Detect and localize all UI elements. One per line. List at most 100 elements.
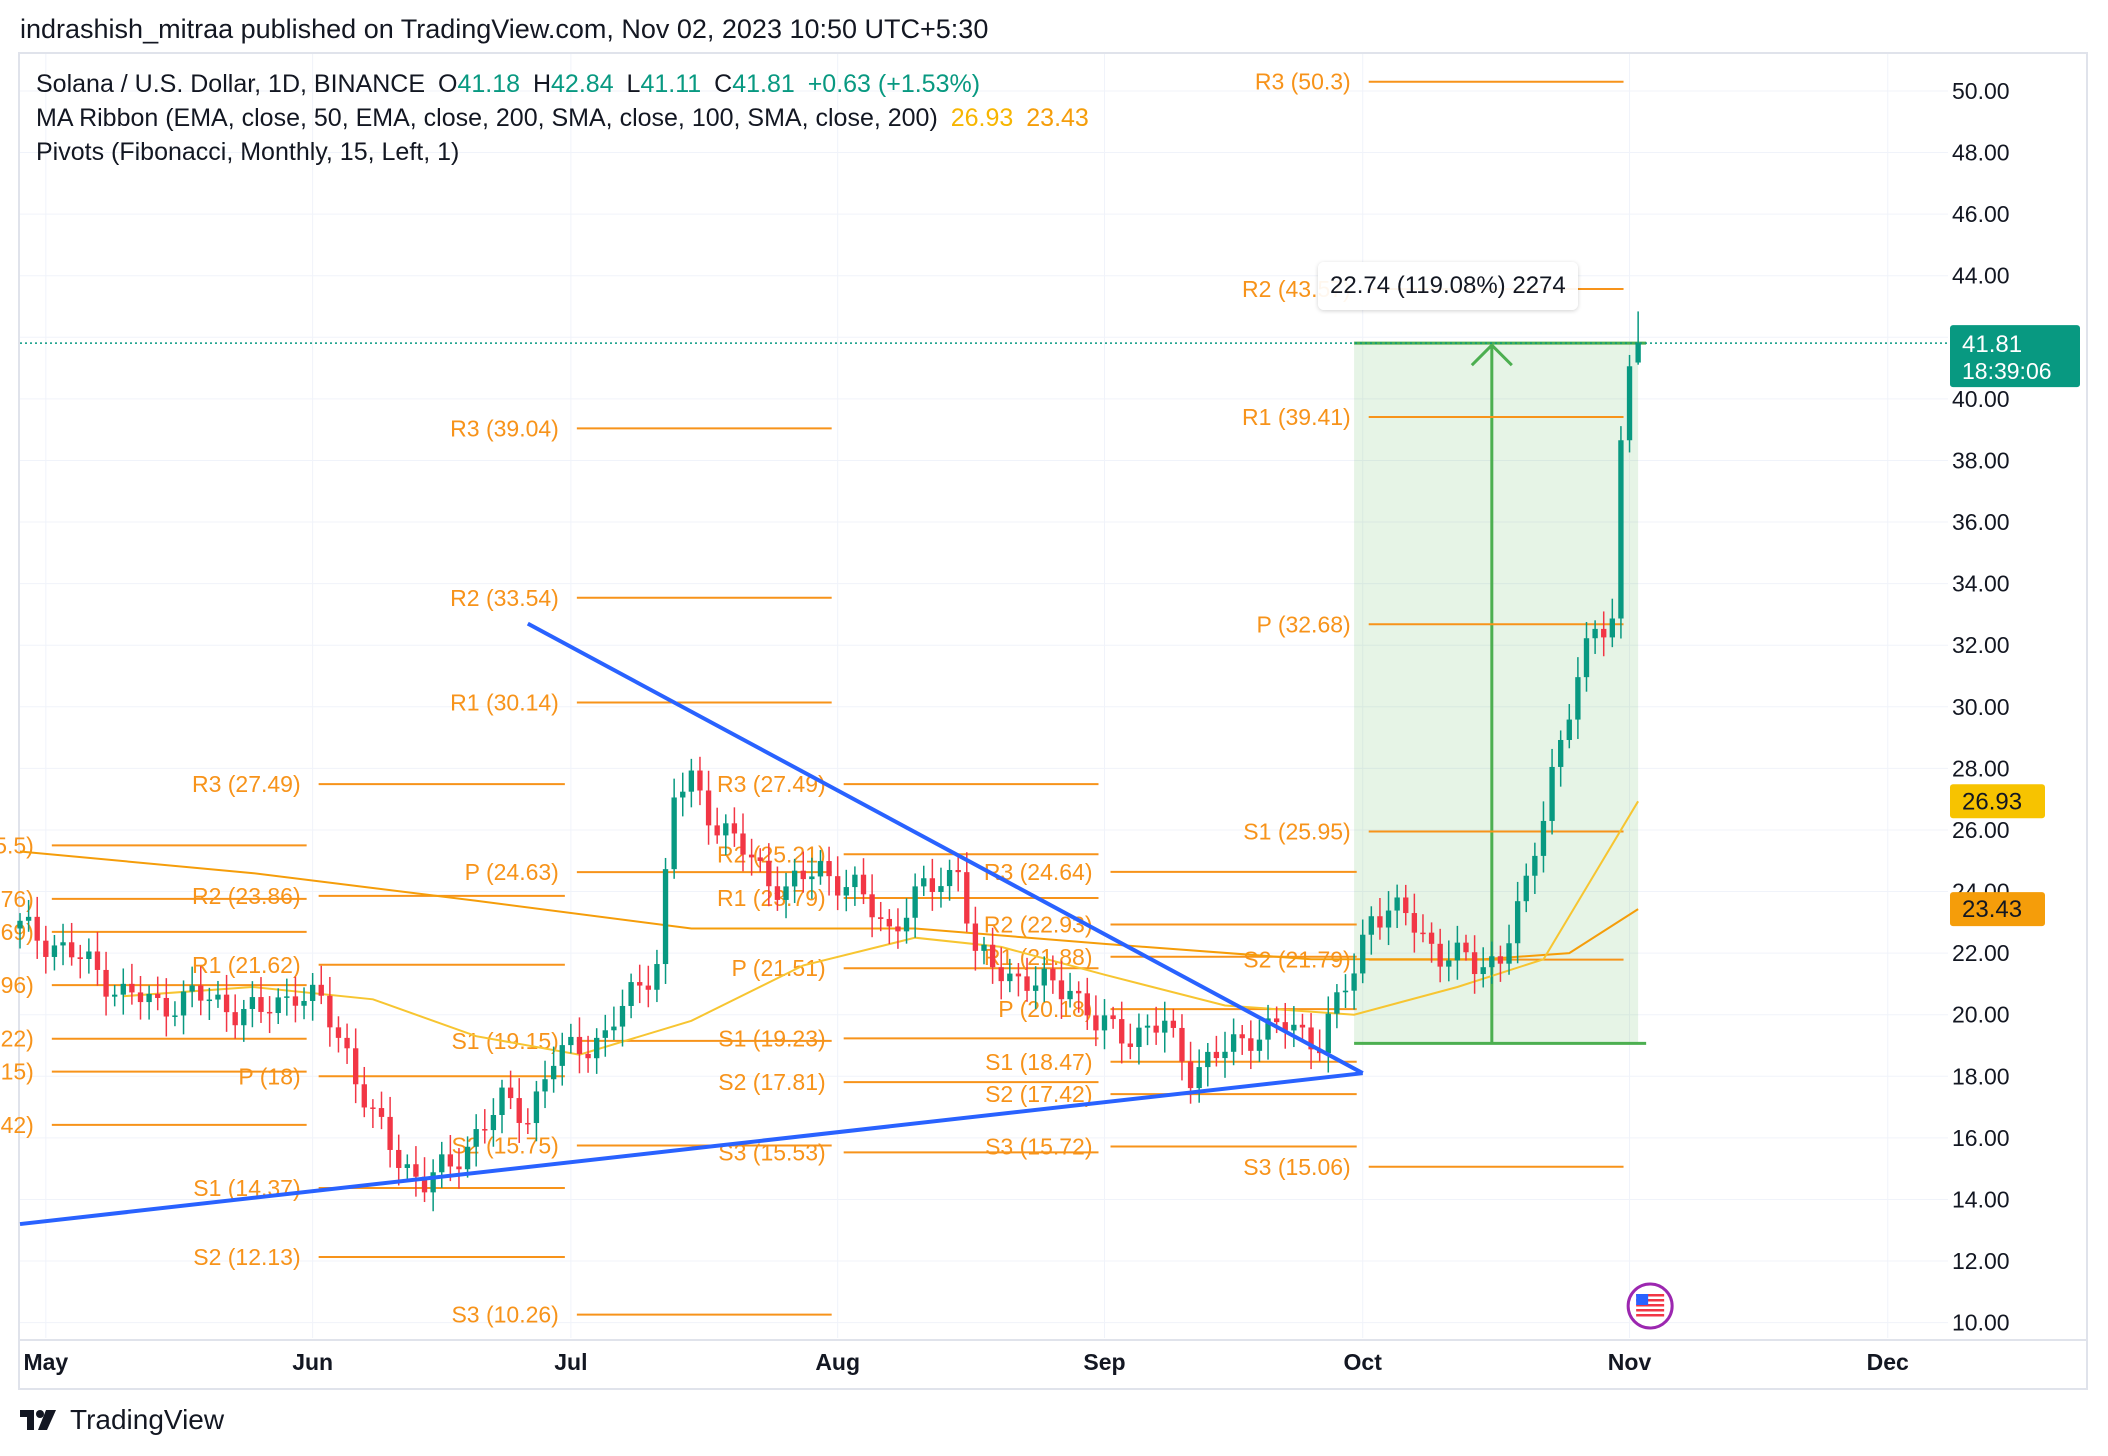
pivot-level-label: R2 (22.93): [984, 911, 1093, 937]
candle-body: [1205, 1051, 1211, 1068]
candle-body: [1230, 1034, 1237, 1052]
candle-body: [1170, 1020, 1177, 1028]
candle-body: [473, 1129, 479, 1147]
candle-body: [766, 860, 772, 887]
candle-body: [757, 857, 763, 861]
candle-body: [1256, 1039, 1263, 1051]
candle-body: [146, 993, 152, 1003]
candle-body: [826, 861, 832, 877]
ma-ribbon-legend[interactable]: MA Ribbon (EMA, close, 50, EMA, close, 2…: [36, 104, 1095, 133]
candle-body: [1136, 1027, 1142, 1047]
candle-body: [318, 984, 324, 996]
latest-candle-body: [1635, 343, 1641, 363]
candle-body: [1239, 1034, 1245, 1039]
candle-body: [86, 951, 92, 960]
ma-value-2: 23.43: [1026, 104, 1089, 132]
pivot-level-label: P (32.68): [1257, 611, 1351, 637]
pivot-level-label: P (18): [238, 1063, 300, 1089]
candle-body: [1162, 1020, 1168, 1033]
candle-body: [1196, 1067, 1202, 1089]
close-value: 41.81: [732, 70, 795, 98]
pivots-legend[interactable]: Pivots (Fibonacci, Monthly, 15, Left, 1): [36, 138, 465, 167]
pivot-level-label: S3 (15.72): [985, 1133, 1092, 1159]
x-axis-tick-label: Sep: [1083, 1349, 1125, 1375]
high-label: H: [532, 70, 552, 98]
pivot-level-label: R2 (33.54): [450, 585, 559, 611]
pivots-label: Pivots (Fibonacci, Monthly, 15, Left, 1): [36, 138, 460, 166]
x-axis-tick-label: Jul: [554, 1349, 587, 1375]
candle-body: [413, 1164, 419, 1177]
candle-body: [1360, 934, 1366, 974]
candle-body: [1282, 1022, 1288, 1031]
candle-body: [989, 944, 996, 968]
candle-body: [1385, 910, 1392, 928]
candle-body: [1489, 956, 1495, 968]
low-value: 41.11: [640, 70, 702, 98]
candle-body: [137, 992, 144, 1003]
us-flag-stripe: [1636, 1294, 1665, 1297]
y-axis-tick-label: 32.00: [1952, 632, 2010, 658]
candle-body: [447, 1154, 454, 1167]
candle-body: [964, 872, 970, 924]
candle-body: [1265, 1018, 1271, 1040]
candle-body: [482, 1129, 488, 1131]
pivot-level-label: P (20.96): [0, 972, 34, 998]
candle-body: [1411, 913, 1418, 933]
candle-body: [301, 1000, 307, 1006]
candle-body: [17, 920, 23, 929]
candle-body: [1093, 1015, 1099, 1031]
candle-body: [1325, 1013, 1331, 1054]
candle-body: [1532, 855, 1538, 876]
pivot-level-label: S1 (18.47): [985, 1049, 1092, 1075]
candle-body: [929, 878, 936, 892]
pivot-level-label: S2 (17.42): [985, 1081, 1092, 1107]
candle-body: [241, 1008, 247, 1026]
high-value: 42.84: [551, 70, 614, 98]
candle-body: [697, 770, 703, 791]
candle-body: [1463, 942, 1469, 953]
candle-body: [189, 985, 195, 992]
candle-body: [912, 886, 918, 918]
pivot-level-label: S3 (16.42): [0, 1112, 34, 1138]
candle-body: [1024, 976, 1030, 991]
candle-body: [1015, 973, 1022, 977]
candle-body: [602, 1030, 608, 1038]
candle-body: [723, 823, 729, 836]
candle-body: [77, 957, 83, 960]
pivot-level-label: S3 (10.26): [451, 1302, 558, 1328]
candle-body: [835, 876, 841, 896]
y-axis-tick-label: 40.00: [1952, 386, 2010, 412]
candle-body: [198, 985, 204, 1001]
candle-body: [1575, 677, 1581, 720]
price-badge: [1950, 325, 2080, 388]
candle-body: [852, 874, 858, 888]
y-axis-tick-label: 50.00: [1952, 78, 2010, 104]
candle-body: [1334, 992, 1340, 1014]
candle-body: [1583, 638, 1590, 678]
pivot-level-label: R3 (25.5): [0, 832, 34, 858]
candle-body: [1523, 875, 1529, 902]
candle-body: [215, 994, 221, 1000]
price-badge-countdown: 18:39:06: [1962, 358, 2052, 384]
candle-body: [645, 985, 651, 990]
y-axis-tick-label: 22.00: [1952, 940, 2010, 966]
candle-body: [396, 1149, 402, 1168]
pivot-level-label: R3 (39.04): [450, 415, 559, 441]
symbol-legend[interactable]: Solana / U.S. Dollar, 1D, BINANCE O41.18…: [36, 70, 986, 99]
pivot-level-label: S1 (19.22): [0, 1026, 34, 1052]
candle-body: [1403, 897, 1409, 914]
y-axis-tick-label: 34.00: [1952, 571, 2010, 597]
candle-body: [1540, 820, 1547, 856]
pivot-level-label: R1 (23.79): [717, 885, 826, 911]
y-axis-tick-label: 38.00: [1952, 447, 2010, 473]
pivot-level-label: R2 (23.86): [192, 883, 301, 909]
candle-body: [688, 770, 695, 792]
measure-area: [1354, 343, 1639, 1044]
candle-body: [714, 825, 720, 836]
candle-body: [903, 917, 910, 932]
symbol-name: Solana / U.S. Dollar, 1D, BINANCE: [36, 70, 426, 98]
measure-arrow-head: [1470, 343, 1513, 367]
candle-body: [576, 1036, 583, 1054]
ma-badge: [1950, 784, 2045, 819]
